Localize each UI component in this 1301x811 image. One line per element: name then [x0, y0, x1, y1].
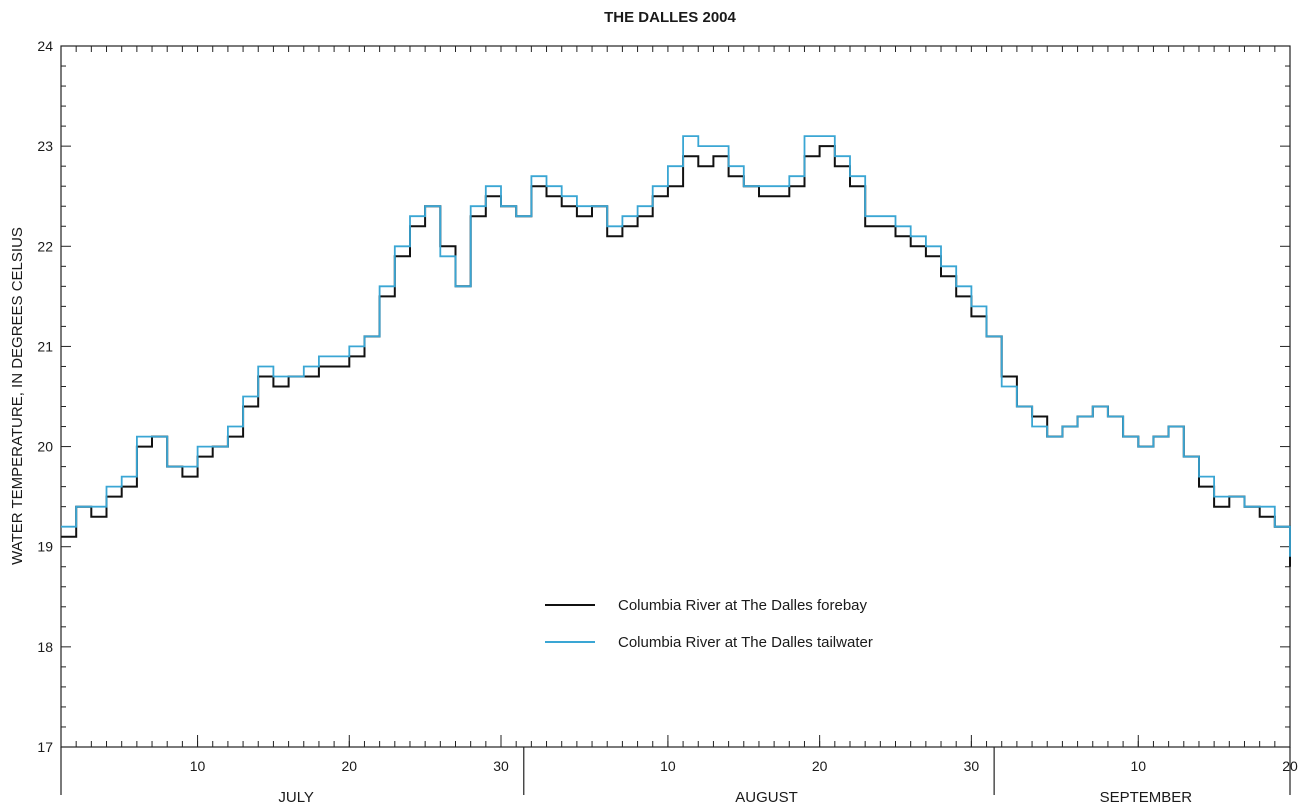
- axis-ticks: 17 18 19 20 21 22 23 24 10 20 30 10 20 30 10 20 JULY AUGU…: [37, 38, 1298, 806]
- x-tick-label: 20: [812, 758, 828, 774]
- legend: Columbia River at The Dalles forebay Colu…: [545, 597, 873, 651]
- month-label: SEPTEMBER: [1100, 789, 1193, 806]
- y-tick-label: 18: [37, 639, 53, 655]
- x-tick-label: 10: [660, 758, 676, 774]
- y-tick-label: 23: [37, 138, 53, 154]
- legend-label: Columbia River at The Dalles forebay: [618, 597, 868, 614]
- y-tick-label: 17: [37, 739, 53, 755]
- y-tick-label: 19: [37, 539, 53, 555]
- y-tick-label: 20: [37, 439, 53, 455]
- y-axis-label: WATER TEMPERATURE, IN DEGREES CELSIUS: [9, 227, 26, 565]
- y-tick-label: 21: [37, 338, 53, 354]
- x-tick-label: 20: [1282, 758, 1298, 774]
- x-tick-label: 30: [493, 758, 509, 774]
- x-tick-label: 10: [1130, 758, 1146, 774]
- x-tick-label: 20: [341, 758, 357, 774]
- month-label: JULY: [278, 789, 314, 806]
- plot-frame: [60, 45, 1291, 795]
- series-line-forebay: [61, 145, 1291, 567]
- x-tick-label: 30: [964, 758, 980, 774]
- month-label: AUGUST: [735, 789, 798, 806]
- chart-title: THE DALLES 2004: [604, 9, 736, 26]
- x-tick-label: 10: [190, 758, 206, 774]
- legend-label: Columbia River at The Dalles tailwater: [618, 634, 873, 651]
- y-tick-label: 22: [37, 238, 53, 254]
- series-lines: [61, 135, 1291, 567]
- series-line-tailwater: [61, 135, 1291, 557]
- y-tick-label: 24: [37, 38, 53, 54]
- plot-area-border: [60, 45, 1291, 748]
